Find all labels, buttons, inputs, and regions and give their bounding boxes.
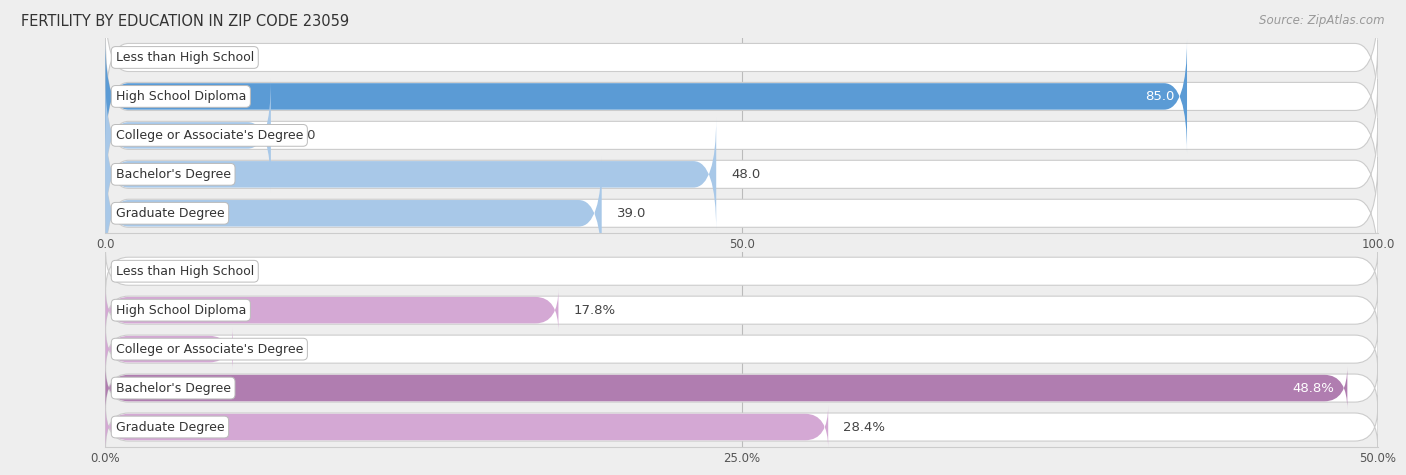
- FancyBboxPatch shape: [105, 156, 602, 270]
- Text: 48.0: 48.0: [731, 168, 761, 181]
- Text: 0.0: 0.0: [121, 51, 142, 64]
- Text: 5.0%: 5.0%: [247, 342, 281, 356]
- FancyBboxPatch shape: [105, 250, 1378, 292]
- FancyBboxPatch shape: [105, 79, 1378, 191]
- Text: Graduate Degree: Graduate Degree: [115, 420, 224, 434]
- Text: 39.0: 39.0: [617, 207, 647, 220]
- Text: 48.8%: 48.8%: [1292, 381, 1334, 395]
- Text: 85.0: 85.0: [1144, 90, 1174, 103]
- Text: 17.8%: 17.8%: [574, 304, 616, 317]
- Text: College or Associate's Degree: College or Associate's Degree: [115, 342, 304, 356]
- Text: High School Diploma: High School Diploma: [115, 304, 246, 317]
- FancyBboxPatch shape: [105, 40, 1378, 152]
- Text: Less than High School: Less than High School: [115, 51, 254, 64]
- Text: 0.0%: 0.0%: [121, 265, 155, 278]
- FancyBboxPatch shape: [105, 39, 1187, 153]
- FancyBboxPatch shape: [105, 288, 558, 332]
- FancyBboxPatch shape: [105, 157, 1378, 269]
- FancyBboxPatch shape: [105, 328, 1378, 370]
- Text: FERTILITY BY EDUCATION IN ZIP CODE 23059: FERTILITY BY EDUCATION IN ZIP CODE 23059: [21, 14, 349, 29]
- Text: Bachelor's Degree: Bachelor's Degree: [115, 168, 231, 181]
- FancyBboxPatch shape: [105, 117, 716, 231]
- Text: Source: ZipAtlas.com: Source: ZipAtlas.com: [1260, 14, 1385, 27]
- FancyBboxPatch shape: [105, 327, 233, 371]
- FancyBboxPatch shape: [105, 406, 1378, 448]
- FancyBboxPatch shape: [105, 78, 271, 192]
- FancyBboxPatch shape: [105, 367, 1378, 409]
- Text: Less than High School: Less than High School: [115, 265, 254, 278]
- FancyBboxPatch shape: [105, 405, 828, 449]
- Text: Graduate Degree: Graduate Degree: [115, 207, 224, 220]
- FancyBboxPatch shape: [105, 118, 1378, 230]
- Text: 13.0: 13.0: [287, 129, 315, 142]
- Text: College or Associate's Degree: College or Associate's Degree: [115, 129, 304, 142]
- FancyBboxPatch shape: [105, 289, 1378, 331]
- FancyBboxPatch shape: [105, 366, 1347, 410]
- Text: High School Diploma: High School Diploma: [115, 90, 246, 103]
- FancyBboxPatch shape: [105, 1, 1378, 114]
- Text: 28.4%: 28.4%: [844, 420, 886, 434]
- Text: Bachelor's Degree: Bachelor's Degree: [115, 381, 231, 395]
